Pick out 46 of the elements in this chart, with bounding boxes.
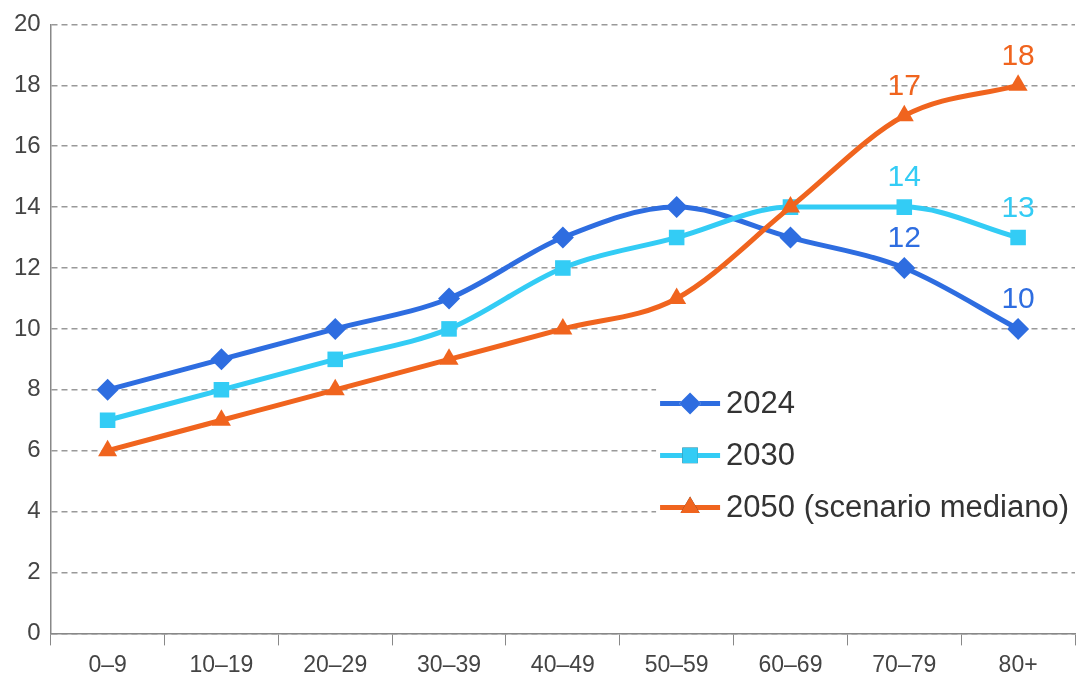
- point: [438, 287, 461, 310]
- x-tick-label: 40–49: [530, 650, 595, 677]
- point: [213, 382, 230, 398]
- point: [896, 199, 913, 215]
- y-tick-label: 2: [27, 557, 41, 585]
- x-tick-label: 70–79: [872, 650, 937, 677]
- point: [210, 348, 233, 371]
- point: [668, 229, 685, 246]
- point: [327, 351, 343, 368]
- x-tick-label: 10–19: [189, 650, 254, 677]
- data-label: 14: [887, 159, 921, 193]
- point: [779, 226, 802, 249]
- x-tick-label: 60–69: [758, 650, 823, 677]
- data-label: 18: [1001, 37, 1035, 71]
- y-tick-label: 14: [13, 191, 41, 219]
- x-tick-label: 0–9: [88, 650, 127, 677]
- point: [96, 378, 119, 401]
- x-tick-label: 50–59: [644, 650, 709, 677]
- y-tick-label: 0: [27, 618, 41, 646]
- legend-label: 2050 (scenario mediano): [726, 488, 1070, 524]
- point: [893, 257, 916, 279]
- point: [665, 196, 688, 219]
- point: [324, 317, 347, 340]
- y-tick-label: 8: [27, 374, 41, 402]
- point: [99, 412, 116, 429]
- legend-label: 2024: [726, 384, 796, 420]
- point: [1010, 229, 1026, 246]
- x-tick-label: 80+: [998, 650, 1038, 677]
- point: [555, 260, 571, 276]
- x-tick-label: 20–29: [303, 650, 368, 677]
- y-tick-label: 16: [13, 130, 41, 158]
- data-label: 13: [1001, 189, 1035, 223]
- x-tick-label: 30–39: [417, 650, 482, 677]
- data-label: 10: [1001, 281, 1035, 315]
- data-label: 17: [887, 68, 921, 102]
- y-tick-label: 10: [13, 313, 41, 341]
- y-tick-label: 18: [13, 69, 41, 97]
- point: [551, 226, 574, 249]
- point: [441, 321, 457, 337]
- y-tick-label: 4: [27, 496, 41, 524]
- y-tick-label: 6: [27, 435, 41, 463]
- data-label: 12: [887, 220, 921, 254]
- point: [1007, 317, 1030, 340]
- legend-label: 2030: [726, 436, 796, 472]
- y-tick-label: 12: [13, 252, 41, 280]
- y-tick-label: 20: [13, 9, 41, 37]
